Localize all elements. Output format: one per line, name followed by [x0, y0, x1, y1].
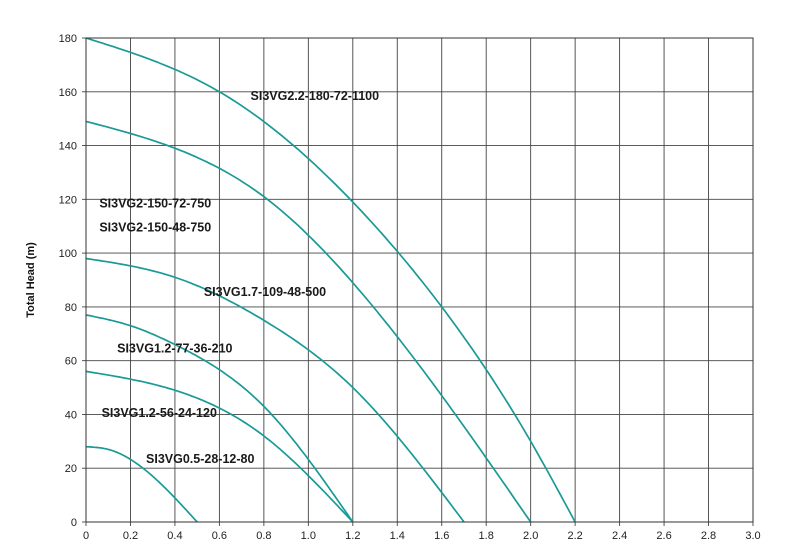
x-tick-label: 0.4 — [167, 530, 182, 542]
curve-label: SI3VG0.5-28-12-80 — [146, 452, 254, 466]
y-tick-label: 80 — [65, 302, 77, 314]
x-tick-label: 1.8 — [479, 530, 494, 542]
x-tick-label: 1.4 — [390, 530, 405, 542]
y-tick-label: 0 — [71, 517, 77, 529]
x-tick-label: 2.6 — [656, 530, 671, 542]
curve-labels: SI3VG2.2-180-72-1100 SI3VG2-150-72-750 SI3… — [99, 89, 379, 466]
x-tick-label: 0.8 — [256, 530, 271, 542]
curve-label: SI3VG1.2-56-24-120 — [102, 406, 217, 420]
x-tick-label: 1.2 — [345, 530, 360, 542]
x-tick-label: 3.0 — [745, 530, 760, 542]
x-tick-label: 0.6 — [212, 530, 227, 542]
x-tick-label: 2.0 — [523, 530, 538, 542]
curve-si3vg2-2-180-72-1100 — [85, 37, 576, 523]
y-tick-label: 140 — [59, 141, 77, 153]
curve-label: SI3VG1.2-77-36-210 — [117, 342, 232, 356]
curve-si3vg1-2-77-36-210 — [85, 314, 354, 523]
x-tick-label: 1.0 — [301, 530, 316, 542]
x-tick-label: 2.8 — [701, 530, 716, 542]
y-tick-label: 100 — [59, 248, 77, 260]
y-tick-label: 180 — [59, 33, 77, 45]
y-tick-label: 20 — [65, 463, 77, 475]
curves — [85, 37, 576, 523]
y-tick-label: 60 — [65, 356, 77, 368]
y-tick-labels: 0 20 40 60 80 100 120 140 160 180 — [59, 33, 77, 529]
curve-si3vg1-7-109-48-500 — [85, 257, 465, 523]
y-tick-label: 160 — [59, 87, 77, 99]
curve-label: SI3VG2.2-180-72-1100 — [251, 89, 380, 103]
x-tick-label: 0.2 — [123, 530, 138, 542]
y-tick-label: 40 — [65, 409, 77, 421]
x-tick-label: 1.6 — [434, 530, 449, 542]
plot-frame — [85, 37, 754, 523]
curve-si3vg1-2-56-24-120 — [85, 370, 354, 523]
y-axis-title: Total Head (m) — [25, 242, 37, 318]
x-tick-labels: 0 0.2 0.4 0.6 0.8 1.0 1.2 1.4 1.6 1.8 2.0 2.2 2.4 2.6… — [83, 530, 761, 542]
curve-si3vg0-5-28-12-80 — [85, 445, 198, 523]
y-tick-label: 120 — [59, 194, 77, 206]
x-tick-label: 2.2 — [567, 530, 582, 542]
curve-si3vg2-150-72-750 — [85, 120, 532, 523]
x-tick-label: 0 — [83, 530, 89, 542]
curve-label: SI3VG2-150-48-750 — [99, 221, 211, 235]
curve-label: SI3VG1.7-109-48-500 — [204, 285, 326, 299]
plot-background — [86, 38, 753, 522]
curve-label: SI3VG2-150-72-750 — [99, 196, 211, 210]
x-tick-label: 2.4 — [612, 530, 627, 542]
